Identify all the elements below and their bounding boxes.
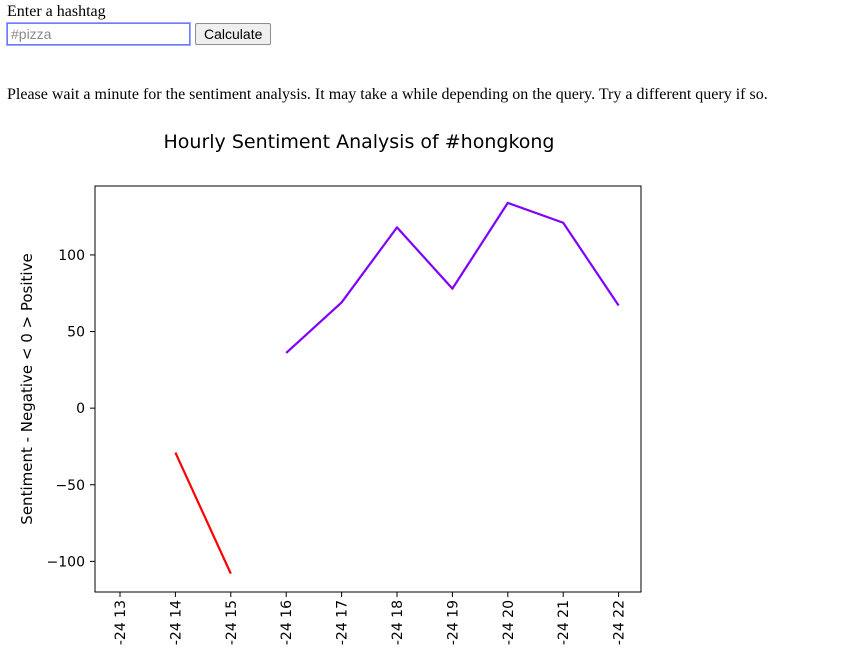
hashtag-input[interactable]: [6, 22, 191, 46]
y-tick-label: 100: [58, 248, 85, 264]
x-axis-ticks: -24 13 -24 14 -24 15 -24 16 -24 17 -24 18 -24 …: [113, 592, 628, 645]
series-line-0: [174, 452, 232, 575]
y-axis-label: Sentiment - Negative < 0 > Positive: [18, 253, 36, 524]
x-tick-label: -24 18: [390, 600, 406, 645]
x-tick-label: -24 22: [612, 600, 628, 645]
x-tick-label: -24 15: [224, 600, 240, 645]
series-line-1: [285, 201, 620, 354]
y-axis-ticks: −100 −50 0 50 100: [47, 248, 95, 570]
x-tick-label: -24 14: [168, 600, 184, 645]
hashtag-input-row: Calculate: [6, 22, 272, 46]
calculate-button[interactable]: Calculate: [195, 23, 272, 45]
x-tick-label: -24 19: [445, 600, 461, 645]
y-tick-label: −50: [55, 478, 85, 494]
x-tick-label: -24 21: [556, 600, 572, 645]
x-tick-label: -24 16: [279, 600, 295, 645]
hashtag-label: Enter a hashtag: [7, 3, 106, 20]
x-tick-label: -24 13: [113, 600, 129, 645]
plot-area: [94, 185, 642, 593]
chart-svg: Hourly Sentiment Analysis of #hongkong S…: [18, 131, 642, 645]
hashtag-form: Enter a hashtag Calculate: [6, 3, 272, 46]
y-tick-label: 0: [76, 401, 85, 417]
y-tick-label: −100: [47, 554, 85, 570]
x-tick-label: -24 17: [335, 600, 351, 645]
wait-message: Please wait a minute for the sentiment a…: [7, 86, 768, 103]
x-tick-label: -24 20: [501, 600, 517, 645]
y-tick-label: 50: [67, 325, 85, 341]
chart-title: Hourly Sentiment Analysis of #hongkong: [164, 131, 555, 153]
sentiment-chart: Hourly Sentiment Analysis of #hongkong S…: [0, 120, 862, 670]
series-layer: [174, 201, 620, 575]
